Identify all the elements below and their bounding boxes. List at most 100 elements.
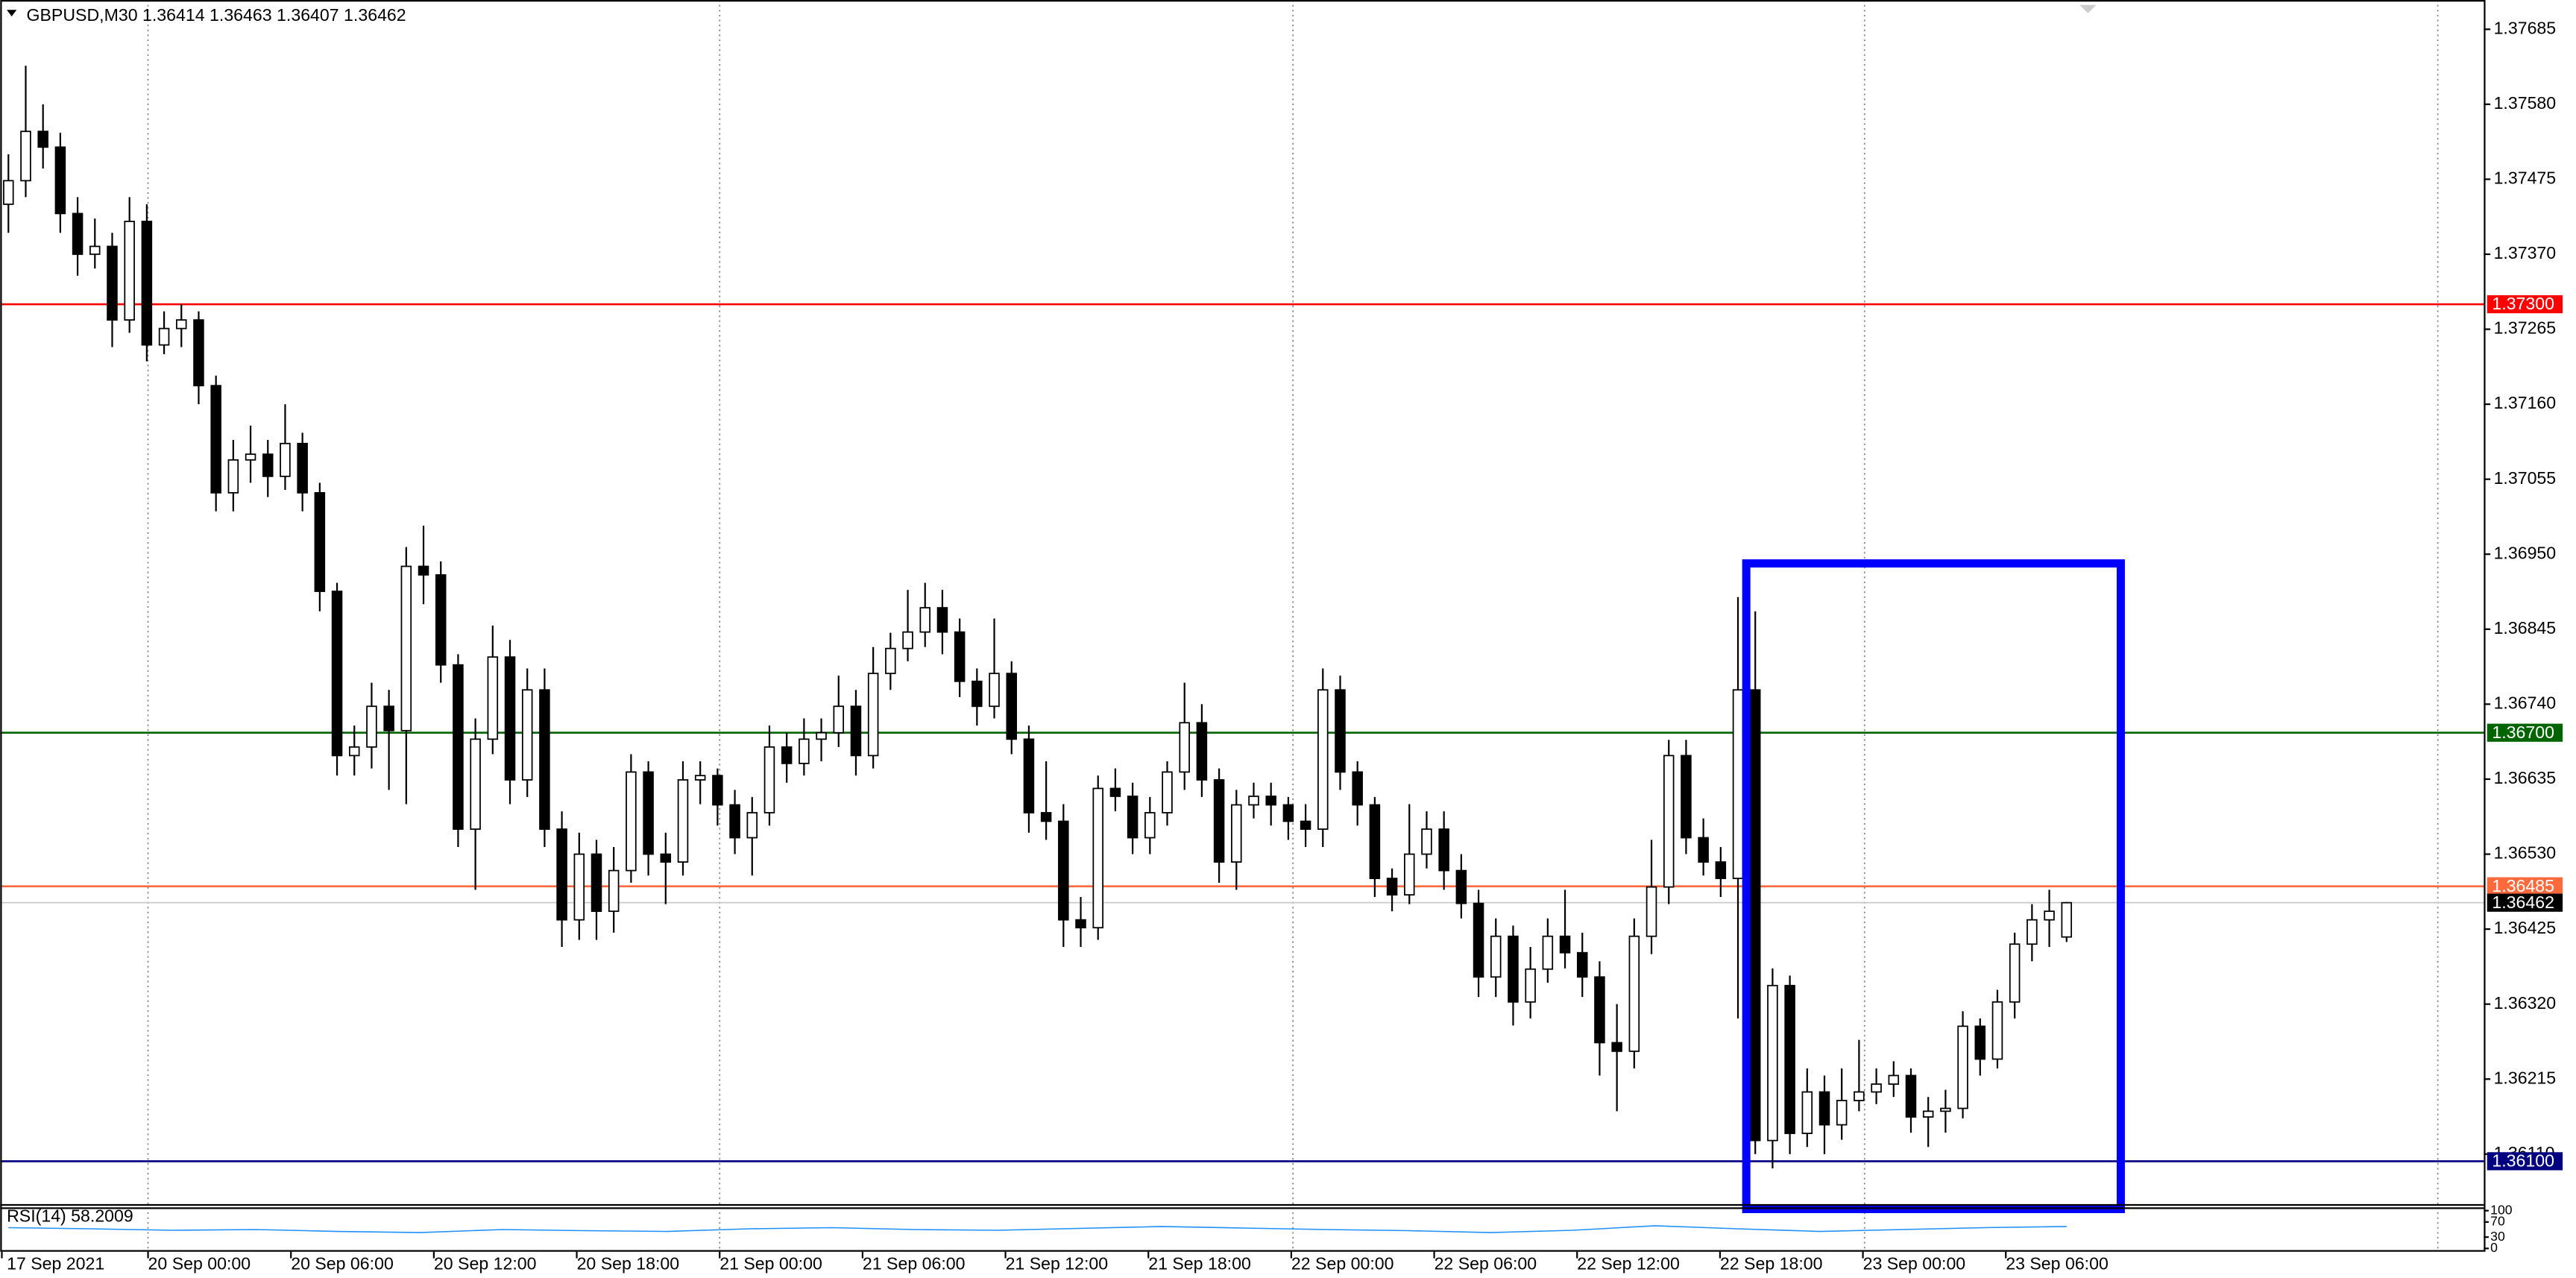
candle-body bbox=[521, 689, 533, 781]
candle-body bbox=[348, 746, 360, 757]
rsi-label: RSI(14) 58.2009 bbox=[7, 1206, 133, 1226]
candle-body bbox=[1922, 1110, 1934, 1118]
candle-body bbox=[1248, 796, 1259, 806]
candle-body bbox=[1611, 1042, 1622, 1052]
candle-body bbox=[919, 607, 931, 633]
candle-body bbox=[1058, 820, 1069, 921]
candle-body bbox=[1335, 689, 1346, 773]
candle-body bbox=[2044, 910, 2055, 921]
candle-body bbox=[20, 130, 31, 182]
candle-body bbox=[1092, 787, 1103, 929]
y-tick-label: 1.36950 bbox=[2494, 543, 2557, 562]
candle-body bbox=[453, 664, 464, 830]
level-label-box bbox=[2487, 877, 2563, 895]
x-tick-label: 21 Sep 06:00 bbox=[863, 1253, 966, 1273]
candle-body bbox=[643, 771, 654, 855]
candle-body bbox=[37, 130, 48, 148]
candle-body bbox=[470, 738, 481, 830]
plot bbox=[0, 66, 2484, 1168]
y-tick-label: 1.37055 bbox=[2494, 468, 2557, 488]
candle-body bbox=[1784, 984, 1795, 1134]
candle-body bbox=[1386, 878, 1398, 896]
candle-body bbox=[400, 565, 412, 731]
candle-body bbox=[1162, 771, 1173, 813]
candle-body bbox=[297, 442, 308, 494]
level-label-box bbox=[2487, 893, 2563, 912]
candle-body bbox=[729, 804, 740, 839]
candle-body bbox=[210, 385, 221, 494]
candle-body bbox=[1646, 886, 1657, 937]
candle-body bbox=[1940, 1107, 1951, 1112]
candle-body bbox=[1455, 869, 1467, 904]
candle-body bbox=[314, 492, 326, 592]
candle-body bbox=[936, 607, 948, 633]
candle-body bbox=[1767, 984, 1778, 1142]
level-label-box bbox=[2487, 295, 2563, 314]
y-tick-label: 1.36740 bbox=[2494, 693, 2557, 713]
y-tick-label: 1.37685 bbox=[2494, 18, 2557, 37]
candle-body bbox=[1023, 738, 1035, 813]
y-tick-label: 1.36530 bbox=[2494, 843, 2557, 863]
day-separators bbox=[147, 0, 2439, 1252]
candle-body bbox=[1369, 804, 1381, 879]
x-tick-label: 20 Sep 18:00 bbox=[577, 1253, 680, 1273]
rsi-tick-label: 30 bbox=[2490, 1229, 2505, 1244]
candle-body bbox=[1974, 1025, 1986, 1060]
candle-body bbox=[1957, 1025, 1968, 1109]
candle-body bbox=[1317, 689, 1329, 830]
candle-body bbox=[1818, 1091, 1830, 1126]
candle-body bbox=[1300, 820, 1311, 830]
candle-body bbox=[591, 853, 602, 913]
level-label-box bbox=[2487, 1152, 2563, 1171]
candle-body bbox=[1854, 1091, 1865, 1101]
shift-marker bbox=[2079, 4, 2097, 13]
candle-body bbox=[781, 746, 793, 764]
candle-body bbox=[1282, 804, 1294, 822]
candle-body bbox=[763, 746, 775, 813]
candle-body bbox=[418, 565, 429, 576]
x-tick-label: 20 Sep 12:00 bbox=[434, 1253, 537, 1273]
candle-body bbox=[556, 828, 567, 921]
candle-body bbox=[1715, 861, 1727, 879]
candle-body bbox=[72, 213, 84, 255]
x-tick-label: 21 Sep 18:00 bbox=[1148, 1253, 1251, 1273]
x-tick-label: 21 Sep 12:00 bbox=[1006, 1253, 1109, 1273]
x-tick-label: 23 Sep 00:00 bbox=[1863, 1253, 1966, 1273]
candle-body bbox=[1179, 722, 1190, 773]
candle-body bbox=[1628, 935, 1640, 1052]
candle-body bbox=[262, 453, 274, 477]
y-tick-label: 1.36425 bbox=[2494, 918, 2557, 937]
candle-body bbox=[885, 647, 896, 675]
level-label: 1.36100 bbox=[2492, 1151, 2554, 1171]
candle-body bbox=[660, 853, 672, 863]
level-label-box bbox=[2487, 723, 2563, 742]
candle-body bbox=[1594, 976, 1605, 1044]
candle-body bbox=[2009, 943, 2021, 1003]
rsi-line bbox=[8, 1225, 2067, 1233]
candle-body bbox=[1109, 787, 1121, 797]
candle-body bbox=[1559, 935, 1571, 954]
rsi-tick-label: 0 bbox=[2490, 1240, 2498, 1255]
rsi-tick-label: 100 bbox=[2490, 1202, 2513, 1217]
candle-body bbox=[867, 673, 879, 757]
level-label: 1.36462 bbox=[2492, 893, 2554, 912]
y-tick-label: 1.36320 bbox=[2494, 993, 2557, 1013]
candle-body bbox=[193, 319, 204, 387]
candle-body bbox=[331, 591, 343, 757]
candle-body bbox=[366, 705, 377, 748]
candle-body bbox=[1438, 828, 1449, 872]
candle-body bbox=[107, 245, 118, 321]
candle-body bbox=[2061, 901, 2073, 938]
candle-body bbox=[902, 631, 913, 649]
candle-body bbox=[1698, 837, 1709, 863]
candle-body bbox=[573, 853, 585, 921]
candle-body bbox=[158, 327, 170, 346]
candle-body bbox=[1144, 812, 1156, 839]
candle-body bbox=[1265, 796, 1276, 806]
candle-body bbox=[712, 775, 723, 806]
x-tick-label: 23 Sep 06:00 bbox=[2006, 1253, 2109, 1273]
candle-body bbox=[1663, 755, 1675, 888]
candle-body bbox=[2027, 919, 2038, 945]
candle-body bbox=[626, 771, 637, 872]
candle-body bbox=[383, 705, 394, 731]
